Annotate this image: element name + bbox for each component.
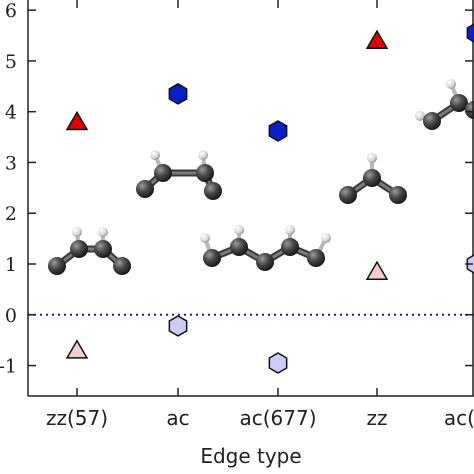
hydrogen-atom — [285, 225, 295, 235]
molecule-zz — [339, 153, 407, 204]
carbon-atom — [389, 186, 407, 204]
x-axis-title: Edge type — [200, 444, 301, 468]
molecule-zz57 — [48, 227, 131, 275]
x-tick-label: ac — [166, 406, 189, 430]
carbon-atom — [136, 180, 154, 198]
molecule-ac — [136, 150, 222, 200]
y-axis: -1 0 1 2 3 4 5 6 — [0, 0, 473, 378]
carbon-atom — [204, 182, 222, 200]
plot-area — [27, 0, 474, 397]
hydrogen-atom — [198, 150, 208, 160]
hydrogen-atom — [415, 111, 425, 121]
carbon-atom — [256, 253, 274, 271]
carbon-atom — [423, 112, 441, 130]
x-tick-label: ac(677) — [239, 406, 316, 430]
triangle-marker — [65, 339, 89, 359]
hydrogen-atom — [150, 150, 160, 160]
carbon-atom — [154, 164, 172, 182]
y-tick-label: 3 — [5, 152, 17, 174]
carbon-atom — [339, 186, 357, 204]
y-tick-label: 2 — [5, 203, 17, 225]
carbon-atom — [196, 164, 214, 182]
carbon-atom — [48, 257, 66, 275]
x-tick-label: zz(57) — [46, 406, 108, 430]
hexagon-marker — [268, 352, 288, 374]
triangle-marker — [365, 260, 389, 280]
hydrogen-atom — [321, 233, 331, 243]
hexagon-marker — [168, 83, 188, 105]
x-tick-label: ac(57) — [444, 406, 474, 430]
hydrogen-atom — [367, 153, 377, 163]
hydrogen-atom — [446, 79, 456, 89]
molecule-illustrations — [48, 79, 474, 275]
y-tick-label: 5 — [5, 51, 17, 73]
carbon-atom — [203, 249, 221, 267]
y-tick-label: 6 — [5, 0, 17, 22]
carbon-atom — [307, 249, 325, 267]
carbon-atom — [450, 94, 468, 112]
hexagon-marker — [268, 120, 288, 142]
hydrogen-atom — [234, 225, 244, 235]
hydrogen-atom — [72, 227, 82, 237]
carbon-atom — [70, 240, 88, 258]
carbon-atom — [94, 240, 112, 258]
carbon-atom — [113, 257, 131, 275]
molecule-ac57 — [415, 79, 474, 130]
triangle-marker — [365, 29, 389, 49]
y-tick-label: 4 — [5, 102, 17, 124]
x-axis: zz(57) ac ac(677) zz ac(57) — [46, 0, 474, 430]
hydrogen-atom — [98, 227, 108, 237]
hexagon-marker — [466, 23, 474, 43]
carbon-atom — [363, 169, 381, 187]
y-tick-label: 0 — [5, 305, 17, 327]
y-tick-label: -1 — [0, 356, 17, 378]
carbon-atom — [281, 238, 299, 256]
x-tick-label: zz — [367, 406, 388, 430]
carbon-atom — [230, 238, 248, 256]
data-markers — [65, 23, 474, 374]
triangle-marker — [65, 110, 89, 131]
carbon-atom — [465, 101, 474, 119]
hexagon-marker — [168, 315, 188, 337]
hydrogen-atom — [200, 233, 210, 243]
molecule-ac677 — [200, 225, 331, 271]
y-tick-label: 1 — [5, 254, 17, 276]
